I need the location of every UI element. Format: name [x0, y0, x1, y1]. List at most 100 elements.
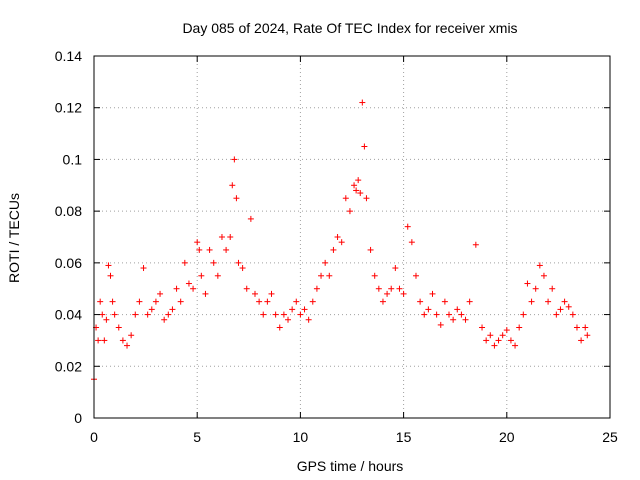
data-point	[536, 262, 543, 269]
data-point	[569, 311, 576, 318]
data-point	[404, 223, 411, 230]
data-point	[107, 272, 114, 279]
data-point	[425, 306, 432, 313]
data-point	[392, 265, 399, 272]
data-point	[503, 327, 510, 334]
data-point	[524, 280, 531, 287]
data-point	[251, 290, 258, 297]
x-tick-label: 10	[293, 429, 309, 445]
data-point	[268, 290, 275, 297]
data-point	[97, 298, 104, 305]
data-point	[202, 290, 209, 297]
data-point	[301, 306, 308, 313]
data-point	[545, 298, 552, 305]
data-point	[148, 306, 155, 313]
x-tick-label: 15	[396, 429, 412, 445]
y-tick-label: 0.14	[55, 48, 82, 64]
data-point	[384, 290, 391, 297]
data-point	[109, 298, 116, 305]
data-point	[140, 265, 147, 272]
data-point	[532, 285, 539, 292]
data-point	[190, 285, 197, 292]
data-point	[334, 234, 341, 240]
y-tick-label: 0	[74, 410, 82, 426]
data-point	[223, 246, 230, 253]
data-point	[582, 324, 589, 331]
x-tick-label: 25	[602, 429, 618, 445]
data-point	[371, 272, 378, 279]
data-point	[218, 234, 225, 240]
data-point	[573, 324, 580, 331]
data-point	[396, 285, 403, 292]
data-point	[309, 298, 316, 305]
data-point	[132, 311, 139, 318]
data-point	[495, 337, 502, 344]
data-point	[462, 316, 469, 323]
x-tick-labels: 0 5 10 15 20 25	[90, 429, 618, 445]
data-point	[355, 177, 362, 184]
data-point	[196, 246, 203, 253]
data-point	[243, 285, 250, 292]
data-point	[185, 280, 192, 287]
data-point	[400, 290, 407, 297]
data-point	[520, 311, 527, 318]
data-point	[103, 316, 110, 323]
data-point	[326, 272, 333, 279]
data-point	[210, 259, 217, 266]
data-point	[353, 187, 360, 194]
y-tick-label: 0.08	[55, 203, 82, 219]
data-point	[346, 208, 353, 215]
data-point	[124, 342, 131, 349]
y-tick-label: 0.12	[55, 100, 82, 116]
data-point	[363, 195, 370, 202]
data-point	[280, 311, 287, 318]
data-point	[338, 239, 345, 246]
data-point	[584, 332, 591, 339]
data-point	[272, 311, 279, 318]
data-point	[99, 311, 106, 318]
data-point	[549, 285, 556, 292]
y-tick-label: 0.04	[55, 307, 82, 323]
data-point	[239, 265, 246, 272]
data-point	[95, 337, 102, 344]
data-point	[233, 195, 240, 202]
data-point	[229, 182, 236, 189]
data-point	[361, 143, 368, 150]
data-point	[297, 311, 304, 318]
data-point	[565, 303, 572, 310]
y-tick-label: 0.02	[55, 358, 82, 374]
data-point	[516, 324, 523, 331]
data-point	[528, 298, 535, 305]
data-point	[540, 272, 547, 279]
data-point	[256, 298, 263, 305]
data-point	[483, 337, 490, 344]
data-point	[429, 290, 436, 297]
data-point	[247, 215, 254, 222]
data-point	[499, 332, 506, 339]
data-point	[375, 285, 382, 292]
data-point	[412, 272, 419, 279]
data-point	[322, 259, 329, 266]
chart-title: Day 085 of 2024, Rate Of TEC Index for r…	[182, 20, 517, 36]
data-point	[441, 298, 448, 305]
data-point	[454, 306, 461, 313]
data-point	[144, 311, 151, 318]
data-point	[285, 316, 292, 323]
data-point	[231, 156, 238, 163]
data-point	[330, 246, 337, 253]
data-point	[305, 316, 312, 323]
data-point	[235, 259, 242, 266]
data-point	[458, 311, 465, 318]
plot-frame	[93, 55, 611, 419]
data-point	[101, 337, 108, 344]
x-axis-label: GPS time / hours	[297, 458, 404, 474]
data-point	[367, 246, 374, 253]
data-point	[421, 311, 428, 318]
data-point	[507, 337, 514, 344]
x-tick-label: 0	[90, 429, 98, 445]
data-point	[388, 285, 395, 292]
data-point	[276, 324, 283, 331]
data-point	[157, 290, 164, 297]
y-tick-label: 0.1	[63, 151, 83, 167]
data-point	[491, 342, 498, 349]
